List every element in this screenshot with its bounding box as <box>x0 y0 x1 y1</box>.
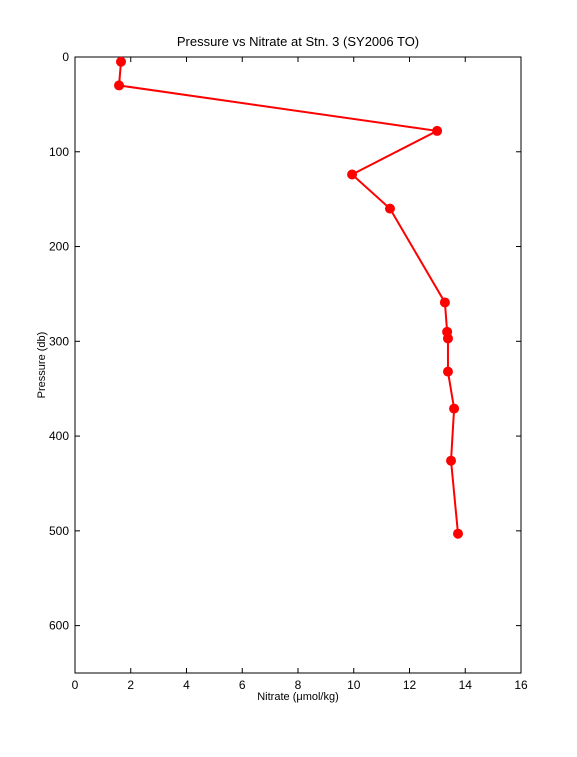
x-axis-label: Nitrate (μmol/kg) <box>257 691 339 703</box>
y-tick-label: 300 <box>49 334 69 348</box>
y-tick-label: 500 <box>49 524 69 538</box>
data-point <box>432 125 443 136</box>
x-tick-label: 16 <box>514 678 528 692</box>
y-tick-label: 200 <box>49 240 69 254</box>
data-point <box>449 403 460 414</box>
x-tick-label: 10 <box>347 678 361 692</box>
data-point <box>446 455 457 466</box>
data-point <box>442 366 453 377</box>
x-tick-label: 8 <box>295 678 302 692</box>
x-tick-label: 0 <box>72 678 79 692</box>
x-tick-label: 2 <box>127 678 134 692</box>
x-tick-label: 6 <box>239 678 246 692</box>
chart-title: Pressure vs Nitrate at Stn. 3 (SY2006 TO… <box>177 34 419 49</box>
y-tick-label: 0 <box>62 50 69 64</box>
x-tick-label: 14 <box>459 678 473 692</box>
data-point <box>442 333 453 344</box>
data-point <box>384 203 395 214</box>
data-point <box>347 169 358 180</box>
data-line <box>117 61 459 534</box>
y-tick-label: 400 <box>49 429 69 443</box>
y-axis-label: Pressure (db) <box>36 332 48 399</box>
data-point <box>114 80 125 91</box>
y-tick-label: 100 <box>49 145 69 159</box>
data-point <box>115 56 126 67</box>
y-tick-label: 600 <box>49 619 69 633</box>
x-tick-label: 12 <box>403 678 417 692</box>
data-point <box>439 297 450 308</box>
x-tick-label: 4 <box>183 678 190 692</box>
data-point <box>453 528 464 539</box>
